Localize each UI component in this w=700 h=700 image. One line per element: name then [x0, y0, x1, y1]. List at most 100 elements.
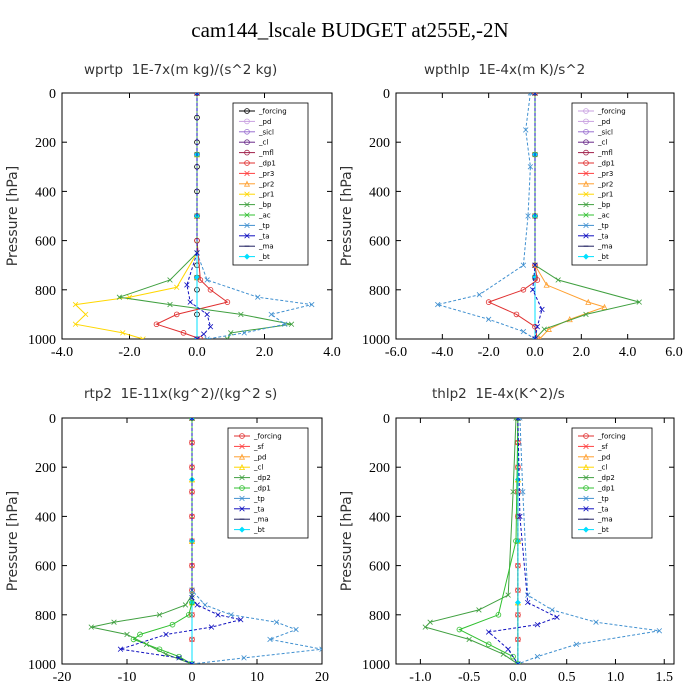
legend-label: _forcing	[258, 108, 287, 116]
data-point	[169, 621, 176, 628]
series-group	[435, 93, 642, 339]
data-point	[137, 631, 143, 638]
data-point	[527, 93, 534, 96]
series-group	[422, 418, 663, 664]
series-line-ta	[120, 418, 241, 664]
legend-marker	[239, 485, 245, 491]
data-point	[167, 301, 173, 308]
y-axis-label: Pressure [hPa]	[5, 491, 21, 591]
data-point	[636, 299, 642, 305]
data-point	[554, 614, 560, 620]
figure-title: cam144_lscale BUDGET at255E,-2N	[191, 18, 509, 42]
data-point	[293, 626, 299, 633]
legend-marker	[583, 118, 589, 125]
legend-marker	[583, 485, 589, 491]
legend-marker	[583, 443, 589, 450]
x-tick-label: 6.0	[665, 345, 683, 360]
legend-label: _bp	[258, 201, 272, 209]
data-point	[541, 326, 547, 332]
data-point	[485, 316, 492, 323]
y-tick-label: 400	[369, 185, 390, 200]
legend-label: _sicl	[597, 128, 613, 136]
legend-label: _ma	[597, 516, 613, 524]
legend-label: _ta	[597, 232, 609, 240]
data-point	[204, 311, 210, 318]
data-point	[601, 303, 608, 310]
legend-marker	[583, 160, 589, 166]
x-tick-label: 1.5	[655, 670, 673, 685]
data-point	[187, 299, 193, 305]
data-point	[532, 262, 538, 268]
y-tick-label: 800	[35, 609, 56, 624]
y-tick-label: 200	[369, 136, 390, 151]
data-point	[228, 330, 234, 336]
legend-label: _ta	[597, 505, 609, 513]
legend-label: _dp1	[597, 160, 615, 168]
legend-label: _forcing	[597, 433, 626, 441]
data-point	[510, 489, 516, 495]
legend-label: _bt	[258, 253, 270, 261]
chart-panel-1: -6.0 -4.0 -2.0 0.0 2.0 4.0 6.0 0 200 400 600 800 100…	[339, 87, 683, 360]
legend-label: _sf	[253, 443, 264, 451]
data-point	[539, 306, 545, 313]
data-point	[495, 611, 502, 618]
y-tick-label: 200	[35, 461, 56, 476]
data-point	[176, 655, 182, 661]
legend-marker	[583, 139, 589, 146]
x-tick-label: 0.0	[526, 345, 544, 360]
data-point	[163, 631, 169, 638]
legend-label: _pd	[258, 118, 271, 126]
data-point	[202, 602, 208, 608]
data-point	[534, 653, 541, 660]
data-point	[82, 311, 89, 318]
data-point	[273, 619, 280, 625]
x-tick-label: -6.0	[385, 345, 407, 360]
y-tick-label: 400	[369, 510, 390, 525]
series-group	[88, 418, 322, 664]
data-point	[88, 624, 94, 630]
data-point	[207, 324, 214, 330]
data-point	[111, 619, 117, 625]
series-line-tp	[191, 418, 322, 664]
data-point	[485, 299, 492, 305]
x-tick-label: -20	[53, 670, 72, 685]
y-tick-label: 600	[35, 560, 56, 575]
data-point	[534, 277, 541, 283]
legend-label: _pd	[597, 453, 610, 461]
y-axis-label: Pressure [hPa]	[339, 491, 355, 591]
data-point	[207, 286, 214, 293]
x-tick-label: 20	[315, 670, 329, 685]
series-line-dp2	[424, 418, 519, 664]
legend-marker	[583, 201, 589, 208]
legend-label: _forcing	[253, 433, 282, 441]
data-point	[224, 299, 231, 305]
x-tick-label: 1.0	[607, 670, 625, 685]
data-point	[117, 646, 124, 652]
series-line-dp1	[132, 418, 193, 664]
data-point	[573, 641, 580, 648]
legend-marker	[583, 212, 589, 218]
panel-title-rtp2: rtp2 1E-11x(kg^2)/(kg^2 s)	[84, 386, 278, 402]
legend-marker	[583, 222, 589, 229]
data-point	[174, 284, 180, 291]
series-line-dp1	[487, 93, 538, 339]
legend-label: _tp	[258, 222, 270, 230]
data-point	[485, 641, 492, 648]
series-line-ta	[487, 418, 559, 664]
legend-label: _pr1	[597, 191, 613, 199]
x-tick-label: 0	[189, 670, 196, 685]
data-point	[197, 277, 204, 283]
data-point	[476, 607, 482, 613]
legend-marker	[244, 233, 250, 239]
data-point	[515, 661, 521, 664]
legend-label: _tp	[253, 495, 265, 503]
data-point	[189, 418, 195, 421]
data-point	[549, 607, 555, 613]
legend-label: _cl	[597, 464, 607, 472]
data-point	[532, 336, 538, 339]
panel-title-wpthlp: wpthlp 1E-4x(m K)/s^2	[424, 62, 586, 78]
data-point	[153, 321, 160, 328]
data-point	[194, 336, 200, 339]
data-point	[182, 602, 189, 608]
y-tick-label: 1000	[28, 333, 56, 348]
